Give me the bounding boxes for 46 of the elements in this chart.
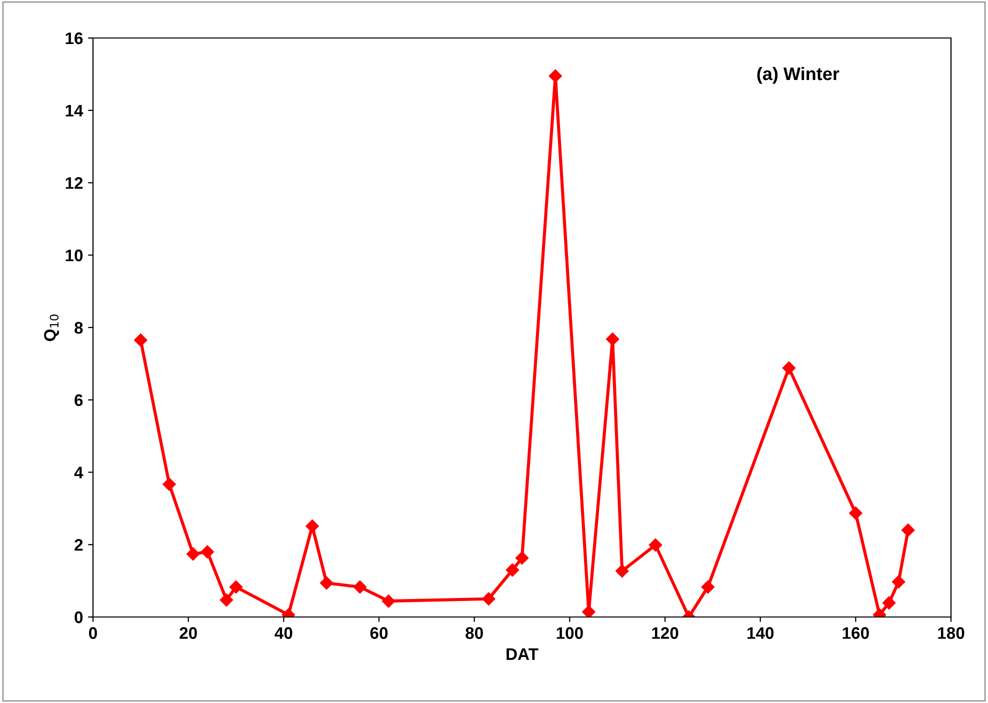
- point: [648, 538, 662, 552]
- point: [506, 563, 520, 577]
- x-tick-label: 140: [747, 627, 774, 639]
- point: [548, 69, 562, 83]
- y-axis-title: Q$_{10}$: [44, 314, 59, 342]
- point: [353, 580, 367, 594]
- x-axis-title: DAT: [506, 648, 538, 660]
- point: [782, 361, 796, 375]
- y-tick-label: 4: [74, 466, 84, 478]
- point: [515, 551, 529, 565]
- y-tick-label: 14: [66, 104, 84, 116]
- x-tick-label: 80: [466, 627, 483, 639]
- point: [220, 593, 234, 607]
- point: [582, 605, 596, 617]
- x-tick-label: 100: [556, 627, 583, 639]
- x-tick-label: 20: [180, 627, 197, 639]
- point: [701, 580, 714, 594]
- x-tick-label: 60: [370, 627, 388, 639]
- y-tick-label: 0: [74, 611, 83, 624]
- point: [902, 524, 915, 537]
- x-tick-label: 40: [274, 627, 292, 639]
- point: [382, 594, 396, 608]
- x-tick-label: 160: [842, 627, 869, 639]
- point: [849, 506, 862, 520]
- point: [482, 592, 496, 606]
- point: [606, 332, 620, 346]
- point: [162, 478, 176, 491]
- point: [134, 334, 148, 347]
- point: [229, 580, 243, 594]
- point: [186, 547, 200, 561]
- point: [892, 575, 906, 588]
- x-tick-label: 180: [938, 627, 964, 639]
- y-tick-label: 12: [66, 177, 83, 189]
- x-tick-label: 120: [652, 627, 678, 639]
- y-tick-label: 2: [74, 539, 83, 551]
- y-tick-label: 16: [66, 32, 83, 44]
- point: [882, 596, 896, 610]
- point: [616, 564, 629, 578]
- y-tick-label: 8: [74, 322, 83, 334]
- y-tick-label: 10: [66, 250, 83, 262]
- point: [200, 545, 214, 558]
- point: [320, 576, 334, 590]
- annotation: (a) Winter: [757, 66, 840, 84]
- point: [306, 520, 319, 533]
- y-tick-label: 6: [74, 394, 83, 406]
- x-tick-label: 0: [89, 627, 97, 639]
